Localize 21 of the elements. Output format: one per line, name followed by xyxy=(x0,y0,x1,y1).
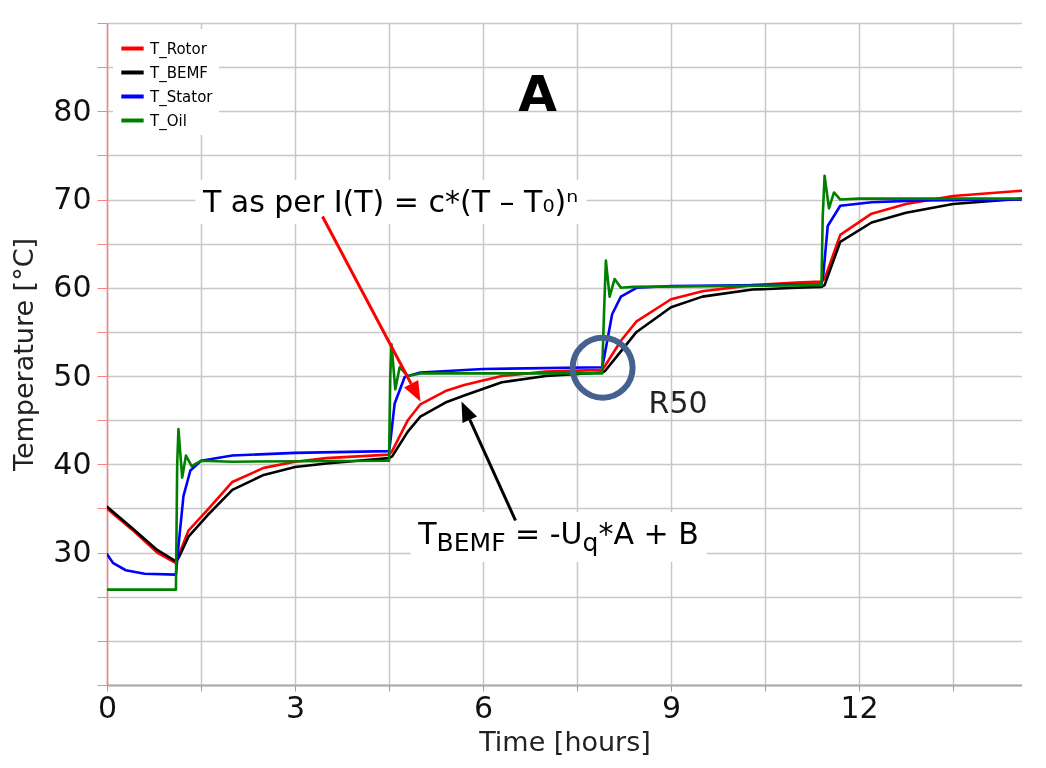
y-tick-label: 70 xyxy=(53,181,92,217)
x-tick-label: 9 xyxy=(661,689,682,725)
x-tick-label: 0 xyxy=(97,689,118,725)
x-axis-title: Time [hours] xyxy=(478,725,651,757)
y-tick-label: 80 xyxy=(53,92,92,128)
x-tick-label: 6 xyxy=(473,689,494,725)
annotation: T$_{BEMF}$ = -U$_{q}$*A + B xyxy=(410,511,707,562)
y-tick-label: 30 xyxy=(53,534,92,570)
annotation: R50 xyxy=(647,383,709,422)
x-tick-label: 3 xyxy=(285,689,306,725)
x-tick-label: 12 xyxy=(840,689,879,725)
y-tick-label: 50 xyxy=(53,357,92,393)
legend-label: T_Stator xyxy=(149,87,214,107)
legend-label: T_Rotor xyxy=(149,39,208,59)
legend-label: T_BEMF xyxy=(149,63,209,83)
y-tick-label: 60 xyxy=(53,269,92,305)
annotation: T as per I(T) = c*(T – T₀)ⁿ xyxy=(194,179,587,224)
text: A xyxy=(518,64,557,123)
legend-label: T_Oil xyxy=(149,111,187,131)
y-axis-title: Temperature [°C] xyxy=(8,237,40,473)
y-tick-label: 40 xyxy=(53,445,92,481)
